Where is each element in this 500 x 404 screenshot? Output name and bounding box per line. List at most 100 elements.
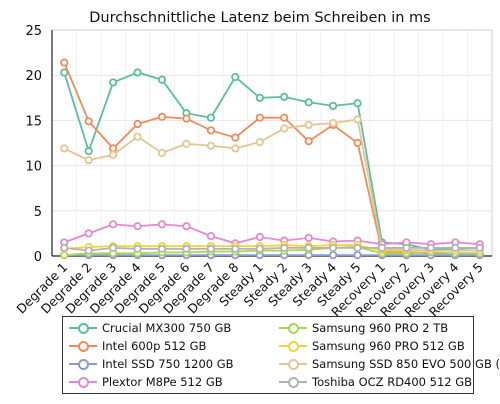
legend-label: Plextor M8Pe 512 GB [102,375,223,389]
data-point [304,233,313,243]
data-point [329,243,338,252]
series-layer [60,58,484,260]
data-point [353,250,362,260]
data-point [182,222,191,231]
y-tick-label: 0 [34,250,42,265]
y-tick-label: 20 [25,69,42,84]
data-point [157,112,167,121]
data-point [231,72,240,82]
data-point [84,147,93,156]
data-point [304,98,313,107]
legend-item: Samsung SSD 850 EVO 500 GB (v3) [279,355,500,373]
chart-legend: Crucial MX300 750 GB Samsung 960 PRO 2 TB… [62,316,500,394]
data-point [157,148,167,158]
data-point [304,243,313,252]
data-point [84,246,93,255]
data-point [231,144,240,153]
data-point [255,232,264,242]
data-point [255,244,264,253]
data-point [353,243,362,252]
legend-label: Samsung 960 PRO 512 GB [312,339,465,353]
data-point [133,119,142,129]
data-point [109,150,118,159]
legend-swatch [69,339,97,353]
data-point [377,243,387,252]
legend-label: Intel 600p 512 GB [102,339,207,353]
legend-swatch [279,339,307,353]
data-point [280,243,289,252]
y-tick-label: 15 [25,114,42,129]
data-point [206,244,215,253]
legend-item: Intel SSD 750 1200 GB [69,355,279,373]
data-point [133,244,142,253]
data-point [60,144,69,153]
legend-label: Crucial MX300 750 GB [102,321,232,335]
data-point [451,243,460,252]
legend-swatch [69,357,97,371]
legend-swatch [279,375,307,389]
data-point [280,124,289,133]
data-point [133,68,142,77]
data-point [206,232,215,241]
legend-swatch [69,321,97,335]
data-point [280,113,289,122]
data-point [206,126,215,135]
data-point [109,243,118,252]
chart-title: Durchschnittliche Latenz beim Schreiben … [89,10,430,26]
legend-label: Samsung SSD 850 EVO 500 GB (v3) [312,357,500,371]
y-tick-labels: 0 5 10 15 20 25 [25,24,42,265]
data-point [402,243,411,252]
legend-label: Toshiba OCZ RD400 512 GB [312,375,473,389]
legend-item: Crucial MX300 750 GB [69,319,279,337]
data-point [182,139,191,149]
legend-swatch [69,375,97,389]
data-point [60,58,69,67]
series-8 [60,243,484,255]
legend-label: Samsung 960 PRO 2 TB [312,321,449,335]
data-point [60,243,69,252]
data-point [109,220,118,229]
data-point [157,220,167,229]
data-point [426,243,435,252]
data-point [109,78,118,87]
data-point [353,138,362,148]
legend-item: Intel 600p 512 GB [69,337,279,355]
data-point [182,114,191,123]
legend-swatch [279,357,307,371]
data-point [280,92,289,101]
data-point [353,115,362,124]
data-point [133,222,142,231]
data-point [157,244,167,253]
data-point [84,229,93,238]
data-point [206,141,215,150]
grid-lines [51,29,493,257]
data-point [329,250,338,260]
data-point [133,132,142,141]
data-point [329,119,338,128]
legend-swatch [279,321,307,335]
data-point [255,137,264,147]
y-tick-label: 10 [25,160,42,175]
data-point [84,156,93,165]
legend-item: Plextor M8Pe 512 GB [69,373,279,391]
legend-item: Samsung 960 PRO 2 TB [279,319,479,337]
data-point [304,137,313,146]
series-line [63,71,480,251]
data-point [255,113,264,122]
data-point [353,99,362,108]
data-point [231,133,240,142]
data-point [304,120,313,130]
data-point [329,101,338,111]
legend-item: Toshiba OCZ RD400 512 GB [279,373,479,391]
data-point [84,117,93,126]
y-tick-label: 5 [34,205,42,220]
data-point [157,75,167,84]
data-point [475,243,484,252]
data-point [206,113,215,122]
data-point [182,244,191,253]
y-tick-label: 25 [25,24,42,39]
data-point [231,244,240,253]
legend-label: Intel SSD 750 1200 GB [102,357,234,371]
